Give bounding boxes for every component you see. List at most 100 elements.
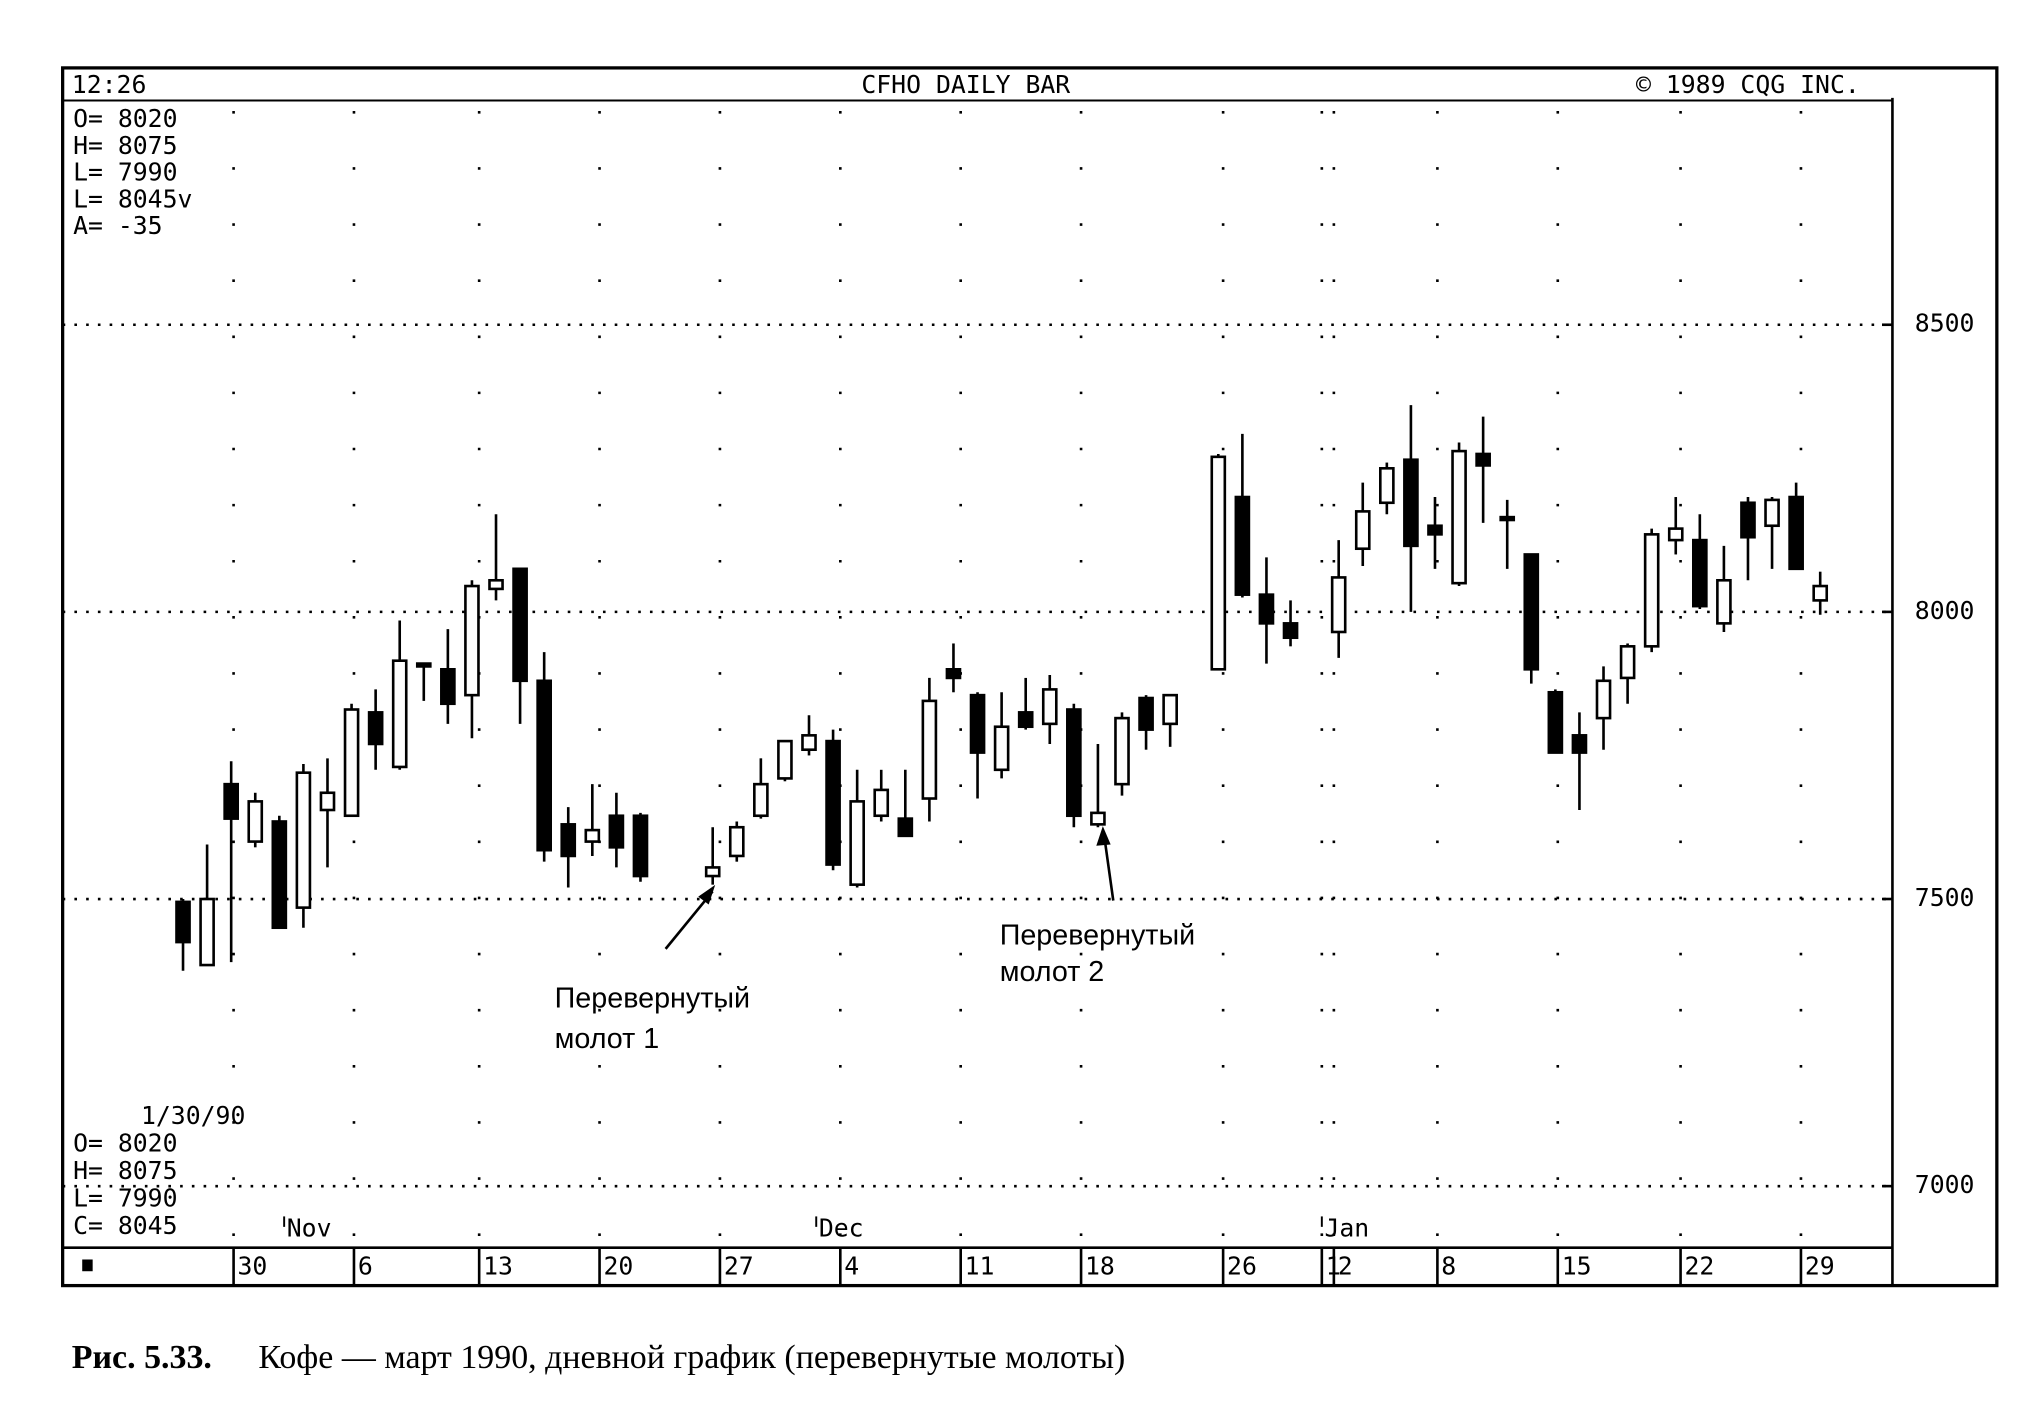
y-tick-label: 8000 [1915, 596, 1975, 625]
candle-body [1162, 693, 1178, 726]
annotation: Перевернутый [555, 982, 750, 1014]
candle-body [873, 788, 890, 818]
candle-body [1403, 458, 1419, 548]
candle-body [391, 659, 408, 769]
info-line: A= -35 [73, 211, 163, 240]
candle-body [1258, 593, 1275, 625]
month-label: Dec [819, 1213, 864, 1242]
x-tick-label: 4 [844, 1251, 859, 1280]
candle-body [1691, 538, 1708, 608]
candle-body [1017, 711, 1034, 729]
x-tick-label: 30 [238, 1251, 268, 1280]
candle-body [536, 679, 553, 852]
frame [61, 66, 1999, 1288]
candle-body [440, 668, 456, 706]
candle-body [1595, 679, 1612, 720]
candle-body [295, 771, 312, 909]
header-left: 12:26 [72, 70, 147, 99]
candle-body [849, 800, 865, 886]
info-line: 1/30/90 [141, 1101, 245, 1130]
candle-body [921, 699, 938, 800]
y-tick-label: 7500 [1915, 883, 1975, 912]
candle-body [584, 828, 601, 843]
candle-body [1234, 495, 1251, 596]
info-line: C= 8045 [73, 1211, 177, 1240]
candle-body [1114, 716, 1130, 786]
candle-body [560, 823, 577, 858]
candle-body [1716, 578, 1732, 625]
candle-body [1066, 708, 1082, 818]
candle-body [753, 782, 769, 818]
candle-body [367, 711, 384, 746]
candle-body [704, 866, 721, 878]
candle-body [897, 817, 914, 838]
annotation: Перевернутый [1000, 920, 1195, 952]
candle-body [175, 900, 191, 944]
header-right: © 1989 CQG INC. [1636, 70, 1860, 99]
candle-body [1451, 449, 1467, 585]
candle-body [1282, 622, 1299, 640]
candle-body [1138, 696, 1154, 731]
candle-body [1379, 467, 1395, 505]
x-tick-label: 8 [1441, 1251, 1456, 1280]
candle-body [969, 693, 986, 754]
candle-body [1619, 645, 1636, 680]
candle-body [488, 578, 504, 591]
x-tick-label: 20 [603, 1251, 633, 1280]
y-tick-label: 8500 [1915, 309, 1975, 338]
candle-body [199, 897, 215, 967]
candle-body [247, 800, 264, 843]
info-line: H= 8075 [73, 131, 177, 160]
candle-body [1764, 498, 1780, 528]
x-tick-label: 15 [1562, 1251, 1592, 1280]
row-marker [82, 1259, 93, 1272]
caption-text: Кофе — март 1990, дневной график (переве… [258, 1339, 1125, 1376]
candle-body [1475, 452, 1491, 467]
x-tick-label: 11 [965, 1251, 995, 1280]
candle-body [343, 708, 360, 818]
x-tick-label: 29 [1805, 1251, 1835, 1280]
info-line: O= 8020 [73, 1129, 177, 1158]
candle-body [415, 662, 432, 668]
month-label: Nov [287, 1213, 332, 1242]
candle-body [1667, 527, 1684, 542]
chart-title: CFHO DAILY BAR [861, 70, 1070, 99]
candle-body [464, 584, 480, 697]
candle-body [1788, 495, 1804, 571]
month-label: Jan [1324, 1213, 1369, 1242]
arrow-head [1096, 826, 1111, 846]
candle-body [728, 825, 745, 858]
info-line: L= 8045v [73, 184, 192, 213]
x-tick-label: 26 [1227, 1251, 1257, 1280]
candle-body [1499, 515, 1516, 522]
candle-body [271, 820, 288, 930]
x-tick-label: 2 [1338, 1251, 1353, 1280]
annotation: молот 2 [1000, 956, 1105, 988]
candle-body [1643, 533, 1660, 648]
candle-body [632, 814, 649, 878]
caption-figure: Рис. 5.33. [72, 1339, 212, 1376]
arrow [1102, 835, 1115, 901]
x-tick-label: 6 [358, 1251, 373, 1280]
y-tick-label: 7000 [1915, 1170, 1975, 1199]
candle-body [945, 668, 962, 680]
candle-body [319, 791, 336, 812]
candle-body [1812, 584, 1829, 602]
candle-body [1354, 510, 1371, 551]
candle-body [777, 739, 793, 780]
candle-body [608, 814, 625, 849]
x-tick-label: 27 [724, 1251, 754, 1280]
candle-body [1523, 553, 1540, 671]
candle-body [223, 782, 240, 820]
arrow-head [698, 884, 716, 905]
candle-body [1041, 688, 1058, 726]
candle-body [1090, 811, 1106, 826]
candle-body [512, 567, 528, 683]
x-tick-label: 22 [1684, 1251, 1714, 1280]
info-line: L= 7990 [73, 158, 177, 187]
candle-body [1330, 576, 1347, 634]
candle-body [1427, 524, 1443, 536]
candle-body [1210, 455, 1227, 671]
